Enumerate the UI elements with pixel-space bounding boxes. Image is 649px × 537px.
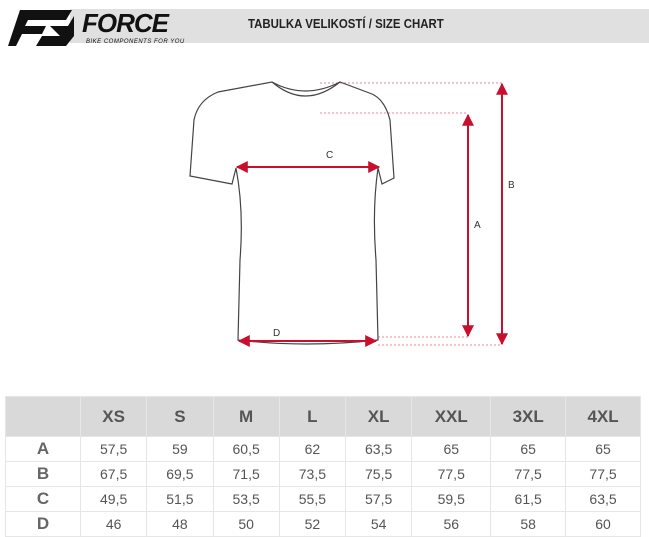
table-cell: 46 <box>79 511 148 537</box>
table-cell: 58 <box>490 511 567 537</box>
table-row: D 46 48 50 52 54 56 58 60 <box>5 511 641 537</box>
table-cell: 77,5 <box>411 461 492 487</box>
corner-cell <box>5 396 81 437</box>
table-cell: 77,5 <box>490 461 567 487</box>
table-cell: 56 <box>411 511 492 537</box>
shirt-diagram: C D A B <box>189 81 515 347</box>
table-cell: 63,5 <box>565 486 641 512</box>
table-cell: 60,5 <box>212 436 280 462</box>
table-cell: 77,5 <box>565 461 641 487</box>
col-header: 3XL <box>490 396 567 437</box>
row-label: A <box>5 436 81 462</box>
table-cell: 55,5 <box>278 486 347 512</box>
table-cell: 61,5 <box>490 486 567 512</box>
label-b: B <box>508 180 515 191</box>
table-cell: 50 <box>212 511 280 537</box>
label-a: A <box>474 220 481 231</box>
col-header: XXL <box>411 396 492 437</box>
col-header: L <box>278 396 347 437</box>
table-cell: 73,5 <box>278 461 347 487</box>
table-cell: 62 <box>278 436 347 462</box>
table-cell: 53,5 <box>212 486 280 512</box>
table-cell: 59 <box>146 436 214 462</box>
label-d: D <box>273 328 280 339</box>
brand-tagline: BIKE COMPONENTS FOR YOU <box>86 39 185 45</box>
table-cell: 63,5 <box>344 436 413 462</box>
table-cell: 57,5 <box>79 436 148 462</box>
table-cell: 75,5 <box>344 461 413 487</box>
col-header: S <box>146 396 214 437</box>
shirt-outline <box>189 81 395 345</box>
table-cell: 48 <box>146 511 214 537</box>
table-cell: 69,5 <box>146 461 214 487</box>
table-cell: 65 <box>565 436 641 462</box>
label-c: C <box>326 150 333 161</box>
table-cell: 59,5 <box>411 486 492 512</box>
table-cell: 51,5 <box>146 486 214 512</box>
size-table: XS S M L XL XXL 3XL 4XL A 57,5 59 60,5 62 63,… <box>5 396 641 537</box>
row-label: B <box>5 461 81 487</box>
header-banner <box>70 9 649 43</box>
table-header-row: XS S M L XL XXL 3XL 4XL <box>5 396 641 437</box>
table-cell: 60 <box>565 511 641 537</box>
force-logo-icon <box>8 10 74 46</box>
row-label: D <box>5 511 81 537</box>
page-title: TABULKA VELIKOSTÍ / SIZE CHART <box>248 16 444 31</box>
table-cell: 65 <box>411 436 492 462</box>
col-header: XL <box>344 396 413 437</box>
table-cell: 54 <box>344 511 413 537</box>
col-header: 4XL <box>565 396 641 437</box>
table-cell: 65 <box>490 436 567 462</box>
brand-wordmark: FORCE <box>82 8 169 38</box>
table-row: A 57,5 59 60,5 62 63,5 65 65 65 <box>5 436 641 462</box>
table-cell: 71,5 <box>212 461 280 487</box>
table-cell: 67,5 <box>79 461 148 487</box>
table-row: C 49,5 51,5 53,5 55,5 57,5 59,5 61,5 63,5 <box>5 486 641 512</box>
table-cell: 57,5 <box>344 486 413 512</box>
col-header: M <box>212 396 280 437</box>
row-label: C <box>5 486 81 512</box>
table-row: B 67,5 69,5 71,5 73,5 75,5 77,5 77,5 77,5 <box>5 461 641 487</box>
table-cell: 49,5 <box>79 486 148 512</box>
col-header: XS <box>79 396 148 437</box>
table-cell: 52 <box>278 511 347 537</box>
